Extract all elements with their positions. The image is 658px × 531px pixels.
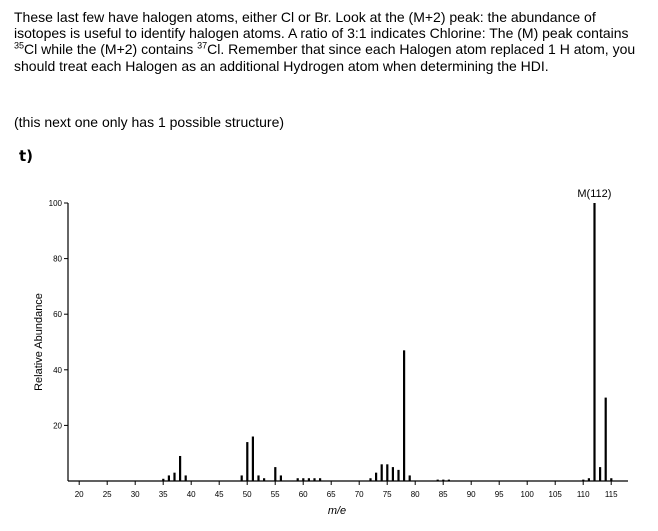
peak-bar xyxy=(313,478,316,481)
peak-bar xyxy=(246,442,249,481)
peak-bar xyxy=(279,475,282,481)
x-tick-label: 35 xyxy=(159,490,168,499)
peak-bar xyxy=(302,478,305,481)
x-ticks: 20 25 30 35 40 45 50 55 60 65 70 75 80 85 90 95 100 105 11… xyxy=(75,481,618,499)
x-tick-label: 30 xyxy=(131,490,140,499)
intro-text-1: These last few have halogen atoms, eithe… xyxy=(14,9,629,42)
x-tick-label: 75 xyxy=(383,490,392,499)
y-tick-label: 20 xyxy=(53,421,62,430)
peak-bar xyxy=(587,478,590,481)
x-tick-label: 20 xyxy=(75,490,84,499)
x-tick-label: 80 xyxy=(411,490,420,499)
peak-bar xyxy=(599,467,602,481)
chart-axes xyxy=(67,203,628,482)
peak-bar xyxy=(274,467,277,481)
x-tick-label: 50 xyxy=(243,490,252,499)
intro-text-3: Cl. Remember that since each Halogen ato… xyxy=(14,41,636,74)
peak-bar xyxy=(391,467,394,481)
isotope-35-superscript: 35 xyxy=(14,40,25,51)
peak-bar xyxy=(386,464,389,481)
x-tick-label: 40 xyxy=(187,490,196,499)
x-tick-label: 65 xyxy=(327,490,336,499)
peak-bar xyxy=(257,475,260,481)
x-tick-label: 100 xyxy=(521,490,535,499)
y-tick-label: 40 xyxy=(53,366,62,375)
y-tick-label: 60 xyxy=(53,310,62,319)
peak-bar xyxy=(184,475,187,481)
x-tick-label: 115 xyxy=(605,490,618,499)
peak-bar xyxy=(442,479,445,481)
x-tick-label: 45 xyxy=(215,490,224,499)
x-tick-label: 25 xyxy=(103,490,112,499)
structure-note: (this next one only has 1 possible struc… xyxy=(14,114,285,130)
peak-bar xyxy=(179,455,182,481)
x-axis-label: m/e xyxy=(328,505,346,517)
peak-bar xyxy=(173,472,176,481)
peak-bar xyxy=(319,478,322,481)
part-label: t) xyxy=(19,147,34,165)
peak-bar xyxy=(240,475,243,481)
peak-bar xyxy=(162,478,165,481)
peak-bar xyxy=(380,464,383,481)
peak-bar xyxy=(369,478,372,481)
peak-bar xyxy=(593,203,596,481)
peak-bar xyxy=(582,479,585,481)
peak-bar xyxy=(403,350,406,481)
y-tick-label: 100 xyxy=(49,199,63,208)
isotope-37-superscript: 37 xyxy=(197,40,208,51)
peak-bar xyxy=(604,397,607,481)
peak-bar xyxy=(251,436,254,481)
peak-bar xyxy=(610,478,613,481)
molecular-ion-annotation: M(112) xyxy=(577,188,611,200)
x-tick-label: 105 xyxy=(549,490,563,499)
peak-bar xyxy=(375,472,378,481)
peak-bar xyxy=(408,475,411,481)
spectrum-peaks xyxy=(162,203,613,481)
peak-bar xyxy=(397,469,400,481)
peak-bar xyxy=(296,478,299,481)
peak-bar xyxy=(447,479,450,481)
y-axis-label: Relative Abundance xyxy=(33,293,45,391)
y-ticks: 20 40 60 80 100 xyxy=(49,199,68,430)
peak-bar xyxy=(167,475,170,481)
peak-bar xyxy=(307,478,310,481)
x-tick-label: 95 xyxy=(495,490,504,499)
x-tick-label: 70 xyxy=(355,490,364,499)
intro-paragraph: These last few have halogen atoms, eithe… xyxy=(14,9,650,74)
x-tick-label: 110 xyxy=(577,490,590,499)
peak-bar xyxy=(263,478,266,481)
x-tick-label: 85 xyxy=(439,490,448,499)
intro-text-2: Cl while the (M+2) contains xyxy=(24,41,198,58)
peak-bar xyxy=(436,479,439,481)
x-tick-label: 55 xyxy=(271,490,280,499)
y-tick-label: 80 xyxy=(53,255,62,264)
x-tick-label: 60 xyxy=(299,490,308,499)
x-tick-label: 90 xyxy=(467,490,476,499)
